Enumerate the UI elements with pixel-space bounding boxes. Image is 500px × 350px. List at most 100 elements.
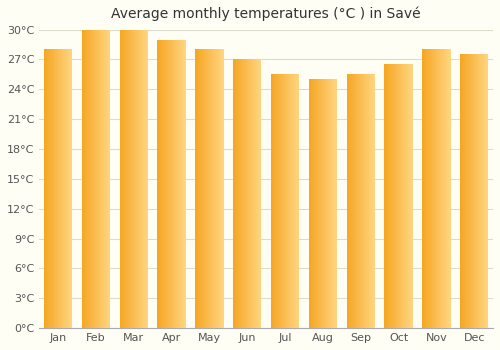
Bar	[469, 55, 470, 328]
Bar	[449, 49, 450, 328]
Bar	[239, 60, 240, 328]
Bar	[176, 40, 177, 328]
Bar	[318, 79, 319, 328]
Bar	[386, 64, 387, 328]
Bar	[308, 79, 310, 328]
Bar	[142, 29, 143, 328]
Bar	[166, 40, 167, 328]
Bar	[246, 60, 248, 328]
Bar	[88, 29, 89, 328]
Bar	[173, 40, 174, 328]
Bar	[317, 79, 318, 328]
Bar	[425, 49, 426, 328]
Bar	[208, 49, 209, 328]
Bar	[85, 29, 86, 328]
Bar	[272, 74, 273, 328]
Bar	[473, 55, 474, 328]
Bar	[399, 64, 400, 328]
Bar	[233, 60, 234, 328]
Bar	[237, 60, 238, 328]
Bar	[257, 60, 258, 328]
Bar	[94, 29, 95, 328]
Bar	[56, 49, 57, 328]
Bar	[59, 49, 60, 328]
Bar	[141, 29, 142, 328]
Bar	[158, 40, 159, 328]
Bar	[258, 60, 259, 328]
Bar	[145, 29, 146, 328]
Bar	[327, 79, 328, 328]
Bar	[146, 29, 147, 328]
Bar	[126, 29, 127, 328]
Bar	[202, 49, 203, 328]
Bar	[62, 49, 64, 328]
Bar	[466, 55, 467, 328]
Bar	[320, 79, 321, 328]
Bar	[66, 49, 68, 328]
Bar	[131, 29, 132, 328]
Bar	[435, 49, 436, 328]
Bar	[201, 49, 202, 328]
Bar	[204, 49, 205, 328]
Bar	[271, 74, 272, 328]
Bar	[445, 49, 446, 328]
Bar	[462, 55, 463, 328]
Bar	[323, 79, 324, 328]
Bar	[139, 29, 140, 328]
Bar	[52, 49, 53, 328]
Bar	[353, 74, 354, 328]
Bar	[398, 64, 399, 328]
Bar	[251, 60, 252, 328]
Bar	[289, 74, 290, 328]
Bar	[60, 49, 61, 328]
Bar	[325, 79, 326, 328]
Bar	[238, 60, 239, 328]
Bar	[331, 79, 332, 328]
Bar	[98, 29, 99, 328]
Bar	[91, 29, 92, 328]
Bar	[103, 29, 104, 328]
Bar	[212, 49, 213, 328]
Bar	[214, 49, 215, 328]
Bar	[330, 79, 331, 328]
Bar	[101, 29, 102, 328]
Bar	[169, 40, 170, 328]
Bar	[446, 49, 447, 328]
Bar	[284, 74, 285, 328]
Bar	[53, 49, 54, 328]
Bar	[217, 49, 218, 328]
Bar	[439, 49, 440, 328]
Bar	[259, 60, 260, 328]
Bar	[241, 60, 242, 328]
Bar	[54, 49, 55, 328]
Bar	[82, 29, 83, 328]
Bar	[392, 64, 393, 328]
Bar	[51, 49, 52, 328]
Bar	[121, 29, 122, 328]
Bar	[96, 29, 97, 328]
Bar	[403, 64, 404, 328]
Bar	[296, 74, 297, 328]
Bar	[329, 79, 330, 328]
Bar	[481, 55, 482, 328]
Bar	[182, 40, 183, 328]
Bar	[120, 29, 121, 328]
Bar	[347, 74, 348, 328]
Bar	[484, 55, 485, 328]
Bar	[102, 29, 103, 328]
Bar	[362, 74, 363, 328]
Bar	[476, 55, 477, 328]
Bar	[245, 60, 246, 328]
Bar	[250, 60, 251, 328]
Bar	[236, 60, 237, 328]
Bar	[207, 49, 208, 328]
Bar	[184, 40, 186, 328]
Bar	[100, 29, 101, 328]
Bar	[283, 74, 284, 328]
Bar	[179, 40, 180, 328]
Bar	[254, 60, 255, 328]
Bar	[486, 55, 487, 328]
Bar	[396, 64, 397, 328]
Bar	[406, 64, 407, 328]
Bar	[287, 74, 288, 328]
